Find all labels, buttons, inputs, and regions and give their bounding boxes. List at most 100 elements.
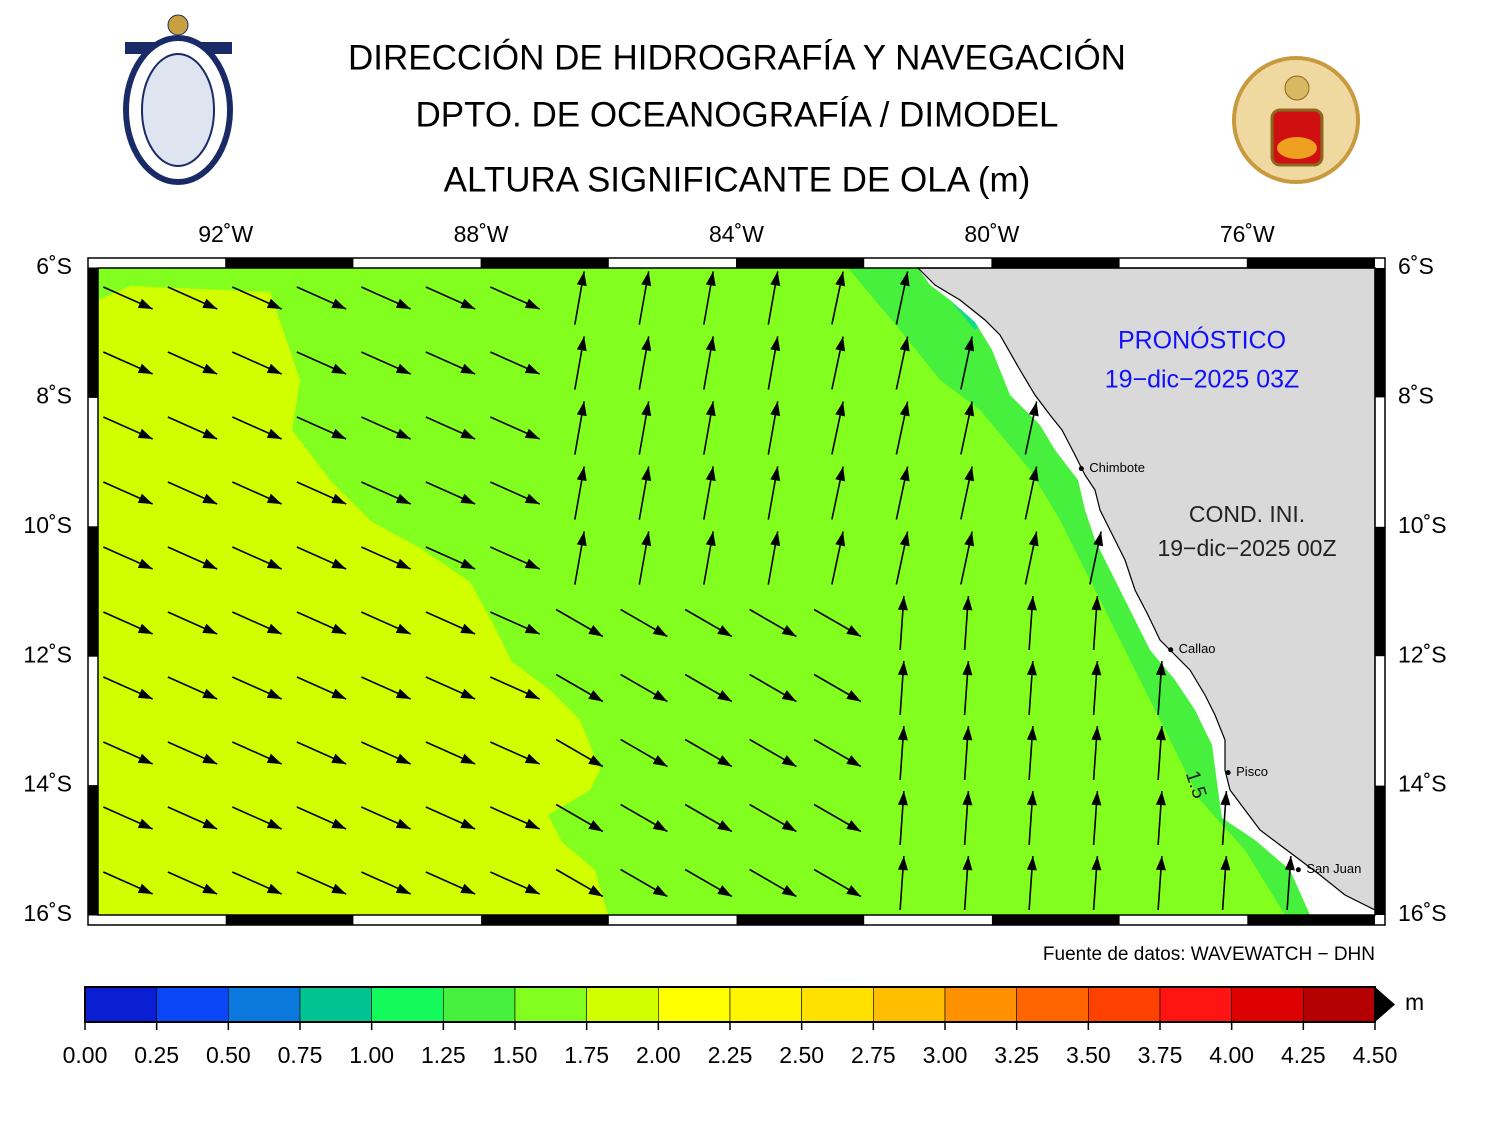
arrow-head xyxy=(576,401,587,417)
arrow-head xyxy=(1028,531,1039,547)
arrow-head xyxy=(835,271,846,287)
arrow-head xyxy=(588,625,603,637)
colorbar-bin xyxy=(84,986,157,1023)
frame-segment xyxy=(991,258,1120,268)
arrow-head xyxy=(331,493,347,504)
arrow-head xyxy=(717,885,732,897)
arrow-head xyxy=(705,531,716,547)
city-label: Callao xyxy=(1179,641,1216,656)
arrow-head xyxy=(460,818,476,829)
arrow-head xyxy=(137,428,153,439)
arrow-head xyxy=(588,820,603,832)
colorbar-tick-label: 2.25 xyxy=(708,1042,753,1068)
arrow-head xyxy=(835,531,846,547)
arrow-head xyxy=(1026,596,1037,611)
lon-tick-label: 84˚W xyxy=(709,221,764,247)
arrow-head xyxy=(460,688,476,699)
arrow-head xyxy=(1091,661,1102,676)
init-label: COND. INI. xyxy=(1189,501,1305,527)
arrow-head xyxy=(588,690,603,702)
colorbar-tick-label: 2.75 xyxy=(851,1042,896,1068)
arrow-head xyxy=(962,791,973,806)
arrow-head xyxy=(395,428,411,439)
arrow-head xyxy=(652,625,668,637)
colorbar-extension xyxy=(1375,987,1395,1022)
arrow-head xyxy=(460,753,476,764)
colorbar-tick-label: 1.25 xyxy=(421,1042,466,1068)
data-source: Fuente de datos: WAVEWATCH − DHN xyxy=(1043,944,1375,965)
arrow-head xyxy=(897,791,908,806)
arrow-head xyxy=(846,885,861,897)
frame-segment xyxy=(1247,915,1375,925)
arrow-head xyxy=(395,493,411,504)
colorbar-bin xyxy=(1303,986,1376,1023)
frame-segment xyxy=(225,915,354,925)
land xyxy=(916,267,1376,911)
arrow-head xyxy=(1155,856,1166,871)
city-label: Pisco xyxy=(1236,764,1268,779)
arrow-head xyxy=(266,688,282,699)
arrow-head xyxy=(962,856,973,871)
city-marker xyxy=(1168,647,1174,653)
colorbar-tick-label: 0.50 xyxy=(206,1042,251,1068)
arrow-head xyxy=(705,271,716,287)
arrow-head xyxy=(770,466,781,482)
arrow-head xyxy=(1155,661,1166,676)
lat-tick-label: 12˚S xyxy=(23,641,72,667)
colorbar-bin xyxy=(371,986,444,1023)
lat-tick-label: 6˚S xyxy=(1398,253,1434,279)
lon-tick-label: 88˚W xyxy=(454,221,509,247)
arrow-head xyxy=(331,688,347,699)
lon-tick-label: 76˚W xyxy=(1220,221,1275,247)
arrow-head xyxy=(770,336,781,352)
lat-tick-label: 16˚S xyxy=(23,900,72,926)
colorbar-tick-label: 0.75 xyxy=(278,1042,323,1068)
city-label: San Juan xyxy=(1306,861,1361,876)
arrow-head xyxy=(202,298,218,309)
arrow-head xyxy=(846,690,861,702)
city-marker xyxy=(1225,770,1231,776)
frame-segment xyxy=(736,915,865,925)
arrow-head xyxy=(1155,726,1166,741)
colorbar-bin xyxy=(873,986,946,1023)
frame-segment xyxy=(1375,785,1385,915)
arrow-head xyxy=(202,623,218,634)
arrow-head xyxy=(641,531,652,547)
arrow-head xyxy=(897,596,908,611)
arrow-head xyxy=(652,690,668,702)
arrow-head xyxy=(266,883,282,894)
arrow-head xyxy=(899,466,910,482)
frame-segment xyxy=(481,258,609,268)
arrow-head xyxy=(781,755,797,767)
arrow-head xyxy=(899,271,910,287)
arrow-head xyxy=(1028,401,1039,417)
arrow-head xyxy=(524,623,540,634)
arrow-head xyxy=(202,688,218,699)
arrow-head xyxy=(641,271,652,287)
arrow-head xyxy=(652,755,668,767)
arrow-head xyxy=(395,298,411,309)
arrow-head xyxy=(964,531,975,547)
arrow-head xyxy=(962,596,973,611)
colorbar-tick-label: 4.50 xyxy=(1353,1042,1398,1068)
colorbar-bin xyxy=(1159,986,1232,1023)
arrow-head xyxy=(576,336,587,352)
colorbar-tick-label: 1.75 xyxy=(564,1042,609,1068)
arrow-head xyxy=(460,363,476,374)
field-1-75 xyxy=(98,286,608,915)
lat-tick-label: 8˚S xyxy=(1398,382,1434,408)
colorbar-bin xyxy=(443,986,516,1023)
frame-segment xyxy=(736,258,865,268)
arrow-head xyxy=(1026,661,1037,676)
colorbar-bin xyxy=(1088,986,1161,1023)
arrow-head xyxy=(460,493,476,504)
city-marker xyxy=(1078,466,1084,472)
colorbar-tick-label: 4.00 xyxy=(1209,1042,1254,1068)
arrow-head xyxy=(641,401,652,417)
arrow-head xyxy=(395,688,411,699)
colorbar-tick-label: 3.50 xyxy=(1066,1042,1111,1068)
lat-tick-label: 16˚S xyxy=(1398,900,1447,926)
colorbar-unit: m xyxy=(1405,989,1424,1015)
arrow-head xyxy=(524,558,540,569)
